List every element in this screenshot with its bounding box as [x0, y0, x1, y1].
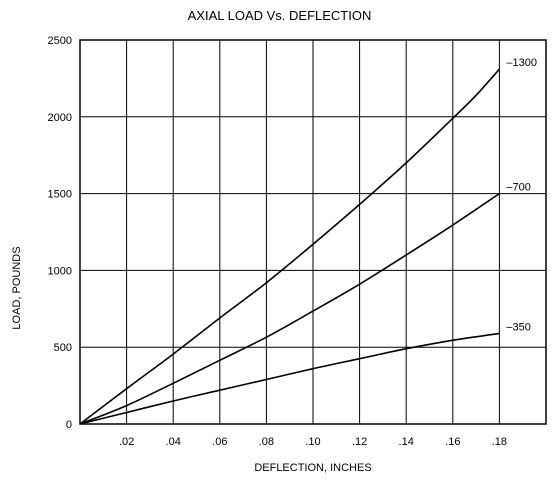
series-label: –700	[506, 182, 530, 194]
x-tick-label: .18	[492, 436, 507, 448]
chart-title: AXIAL LOAD Vs. DEFLECTION	[187, 8, 372, 23]
series-labels: –1300 –700 –350	[506, 57, 537, 333]
x-tick-label: .10	[305, 436, 320, 448]
x-tick-label: .14	[399, 436, 414, 448]
series-label: –350	[506, 321, 530, 333]
y-tick-label: 1500	[48, 189, 72, 201]
y-tick-label: 500	[54, 342, 72, 354]
y-tick-label: 2000	[48, 112, 72, 124]
x-tick-label: .08	[259, 436, 274, 448]
series-line	[79, 192, 500, 425]
grid	[79, 39, 547, 425]
x-tick-label: .04	[166, 436, 181, 448]
series-label: –1300	[506, 57, 537, 69]
x-axis-label: DEFLECTION, INCHES	[254, 462, 372, 474]
y-tick-label: 2500	[48, 35, 72, 47]
y-axis-label: LOAD, POUNDS	[11, 246, 23, 330]
axis-ticks: .02 .04 .06 .08 .10 .12 .14 .16 .18 0 500 1000 1500 2…	[48, 35, 508, 448]
x-tick-label: .16	[445, 436, 460, 448]
y-tick-label: 1000	[48, 265, 72, 277]
series-line	[79, 332, 500, 425]
x-tick-label: .06	[212, 436, 227, 448]
y-tick-label: 0	[66, 419, 72, 431]
series-lines	[79, 68, 500, 425]
x-tick-label: .02	[119, 436, 134, 448]
series-line	[79, 68, 500, 425]
x-tick-label: .12	[352, 436, 367, 448]
